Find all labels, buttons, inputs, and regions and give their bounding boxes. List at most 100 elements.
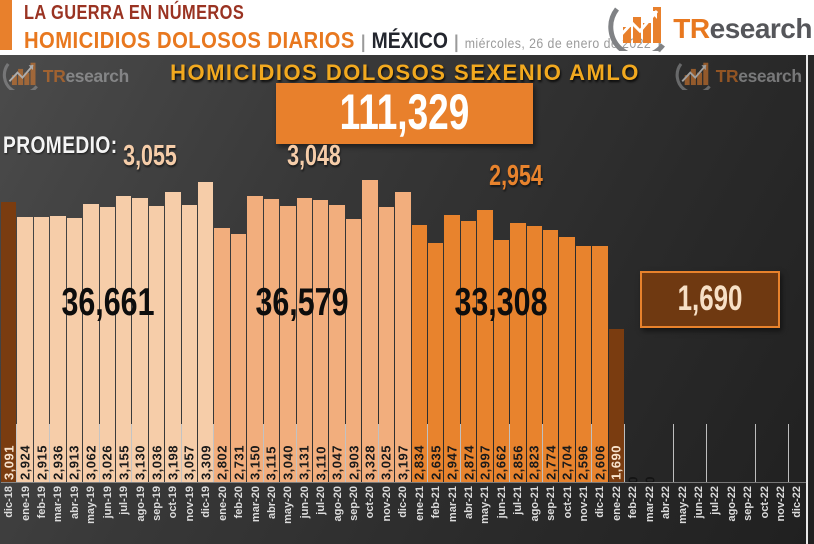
x-axis-cell: dic-19: [198, 483, 214, 544]
bar-column: 3,110: [313, 55, 329, 482]
x-axis-cell: nov-19: [182, 483, 198, 544]
x-axis-cell: oct-19: [165, 483, 181, 544]
bar-value-label: 3,131: [296, 444, 312, 480]
x-axis-cell: jul-20: [313, 483, 329, 544]
bar: 3,025: [378, 207, 395, 482]
bar-column: 3,197: [395, 55, 411, 482]
total-value: 111,329: [339, 84, 470, 140]
bar: 3,062: [83, 204, 99, 482]
bar-column: 2,823: [526, 55, 543, 482]
x-axis: dic-18 ene-19 feb-19 mar-19 abr-19 may-19 jun-…: [1, 482, 806, 544]
bar-column: 2,802: [213, 55, 230, 482]
x-axis-cell: oct-20: [362, 483, 378, 544]
x-axis-cell: ago-22: [724, 483, 740, 544]
bar-column: 2,947: [444, 55, 460, 482]
average-2021: 2,954: [489, 160, 543, 192]
bar-column: [691, 55, 707, 482]
x-axis-label: jul-20: [315, 486, 328, 515]
bar-column: 3,062: [83, 55, 99, 482]
bar-column: [658, 55, 674, 482]
x-axis-label: nov-21: [577, 486, 590, 522]
bar: 2,823: [526, 226, 542, 482]
bar-column: [706, 55, 723, 482]
header-subtitle-row: HOMICIDIOS DOLOSOS DIARIOS | MÉXICO | mi…: [24, 27, 662, 54]
bar-column: 2,662: [493, 55, 510, 482]
bar-value-label: 2,913: [66, 444, 82, 480]
x-axis-label: ago-22: [725, 486, 738, 522]
bar-value-label: 2,936: [50, 444, 66, 480]
bars: 3,091 2,924 2,915 2,936 2,913 3,062 3,026 3,155…: [1, 55, 806, 484]
x-axis-label: feb-20: [233, 486, 246, 519]
x-axis-cell: ago-20: [329, 483, 345, 544]
x-axis-label: jun-22: [692, 486, 705, 519]
orange-accent-strip: [0, 0, 12, 50]
bar-column: 2,903: [344, 55, 362, 482]
x-axis-label: ene-19: [19, 486, 32, 521]
latest-month-callout-box: 1,690: [640, 271, 780, 328]
bar-value-label: 3,155: [116, 444, 132, 480]
bar-column: 3,040: [280, 55, 296, 482]
bar: 3,026: [99, 207, 115, 482]
bar-column: 2,834: [411, 55, 428, 482]
bar-value-label: 3,110: [313, 445, 329, 480]
x-axis-cell: oct-22: [756, 483, 772, 544]
x-axis-label: abr-19: [68, 486, 81, 520]
x-axis-cell: jul-19: [116, 483, 132, 544]
x-axis-cell: may-20: [280, 483, 296, 544]
bar-value-label: 2,774: [543, 444, 559, 480]
bar: 2,704: [559, 237, 575, 482]
bar: 2,903: [345, 219, 362, 482]
bar-value-label: 3,091: [1, 444, 17, 480]
bar-column: 3,309: [198, 55, 214, 482]
x-axis-label: ene-22: [610, 486, 623, 521]
bar-value-label: 2,802: [214, 444, 230, 480]
report-date: miércoles, 26 de enero de 2022: [464, 35, 652, 51]
bar-value-label: 2,704: [559, 444, 575, 480]
x-axis-cell: feb-20: [231, 483, 247, 544]
x-axis-label: sep-22: [742, 486, 755, 521]
x-axis-label: jul-21: [512, 486, 525, 515]
bar-column: 0: [641, 55, 657, 484]
bar-value-label: 2,924: [17, 444, 33, 480]
bar: 3,130: [132, 198, 148, 482]
x-axis-cell: jun-22: [691, 483, 707, 544]
bar: 2,731: [230, 234, 247, 482]
bar-column: 2,704: [559, 55, 575, 482]
bar: 2,596: [575, 246, 592, 482]
bar-column: 3,155: [115, 55, 132, 482]
bar: 2,936: [50, 216, 66, 482]
x-axis-cell: sep-21: [543, 483, 559, 544]
bar-column: 3,131: [295, 55, 313, 482]
x-axis-label: ago-19: [134, 486, 147, 522]
x-axis-label: mar-19: [52, 486, 65, 523]
x-axis-cell: mar-22: [641, 483, 657, 544]
year-total-2021: 33,308: [454, 281, 548, 324]
x-axis-cell: abr-22: [658, 483, 674, 544]
bar: 2,635: [427, 243, 444, 482]
bar-column: 3,130: [131, 55, 148, 482]
bar-column: 3,036: [148, 55, 165, 482]
year-total-2019: 36,661: [61, 281, 155, 324]
x-axis-cell: jun-20: [297, 483, 313, 544]
x-axis-label: ago-21: [528, 486, 541, 522]
x-axis-label: abr-22: [660, 486, 673, 520]
bar-value-label: 2,997: [477, 444, 493, 480]
bar: 2,997: [477, 210, 493, 482]
x-axis-cell: nov-22: [773, 483, 789, 544]
bar-column: [740, 55, 756, 482]
tresearch-watermark-right: TResearch: [675, 59, 802, 95]
chart-area: TResearch TResearch HOMICIDIOS DOLOSOS S…: [0, 55, 814, 544]
x-axis-label: mar-21: [446, 486, 459, 523]
x-axis-cell: may-22: [674, 483, 690, 544]
x-axis-cell: mar-21: [444, 483, 460, 544]
x-axis-label: nov-20: [380, 486, 393, 522]
bar-column: 2,731: [230, 55, 247, 482]
bar-value-label: 3,328: [362, 444, 378, 480]
bar-column: 3,150: [247, 55, 263, 482]
x-axis-cell: abr-20: [264, 483, 280, 544]
bar: 3,131: [296, 198, 313, 482]
bar-column: 2,606: [591, 55, 608, 482]
bar-column: [755, 55, 772, 482]
x-axis-label: jun-21: [495, 486, 508, 519]
bar-value-label: 2,856: [510, 444, 526, 480]
